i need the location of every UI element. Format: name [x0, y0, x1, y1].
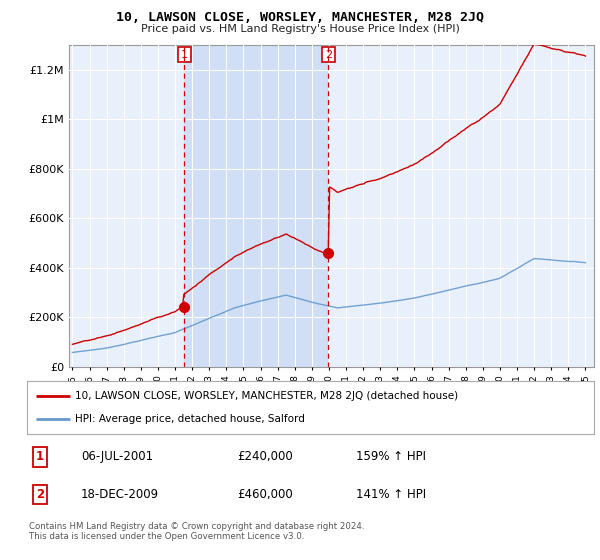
- Text: £460,000: £460,000: [237, 488, 293, 501]
- Text: 2: 2: [325, 50, 332, 59]
- Text: 10, LAWSON CLOSE, WORSLEY, MANCHESTER, M28 2JQ (detached house): 10, LAWSON CLOSE, WORSLEY, MANCHESTER, M…: [75, 391, 458, 401]
- Text: 06-JUL-2001: 06-JUL-2001: [81, 450, 153, 464]
- Text: 1: 1: [181, 50, 188, 59]
- Text: 18-DEC-2009: 18-DEC-2009: [81, 488, 159, 501]
- Text: Contains HM Land Registry data © Crown copyright and database right 2024.
This d: Contains HM Land Registry data © Crown c…: [29, 522, 364, 542]
- Text: Price paid vs. HM Land Registry's House Price Index (HPI): Price paid vs. HM Land Registry's House …: [140, 24, 460, 34]
- Text: 141% ↑ HPI: 141% ↑ HPI: [356, 488, 426, 501]
- Text: 10, LAWSON CLOSE, WORSLEY, MANCHESTER, M28 2JQ: 10, LAWSON CLOSE, WORSLEY, MANCHESTER, M…: [116, 11, 484, 24]
- Text: 159% ↑ HPI: 159% ↑ HPI: [356, 450, 426, 464]
- Text: 1: 1: [36, 450, 44, 464]
- Text: £240,000: £240,000: [237, 450, 293, 464]
- Text: 2: 2: [36, 488, 44, 501]
- Bar: [184, 45, 328, 367]
- Text: HPI: Average price, detached house, Salford: HPI: Average price, detached house, Salf…: [75, 414, 305, 424]
